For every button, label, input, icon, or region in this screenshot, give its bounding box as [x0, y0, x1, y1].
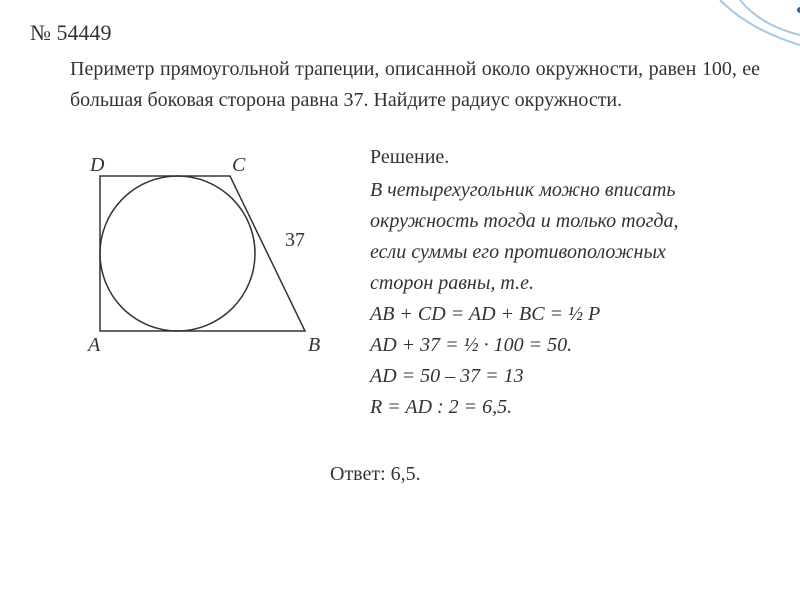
label-C: C — [232, 154, 246, 176]
solution-title: Решение. — [370, 146, 770, 169]
label-D: D — [89, 154, 105, 176]
solution-line: сторон равны, т.е. — [370, 268, 770, 299]
solution-line: окружность тогда и только тогда, — [370, 206, 770, 237]
solution-line: В четырехугольник можно вписать — [370, 175, 770, 206]
problem-text: Периметр прямоугольной трапеции, описанн… — [70, 54, 760, 116]
solution-line: AD + 37 = ½ · 100 = 50. — [370, 330, 770, 361]
label-B: B — [308, 334, 320, 356]
solution-line: AB + CD = AD + BC = ½ P — [370, 299, 770, 330]
answer-text: Ответ: 6,5. — [330, 463, 770, 486]
solution-line: AD = 50 – 37 = 13 — [370, 361, 770, 392]
corner-decoration — [700, 0, 800, 100]
label-A: A — [86, 334, 101, 356]
solution-line: R = AD : 2 = 6,5. — [370, 392, 770, 423]
problem-number: № 54449 — [30, 20, 770, 46]
solution-line: если суммы его противоположных — [370, 237, 770, 268]
geometry-figure: D C A B 37 — [60, 146, 350, 371]
label-side: 37 — [285, 229, 305, 251]
